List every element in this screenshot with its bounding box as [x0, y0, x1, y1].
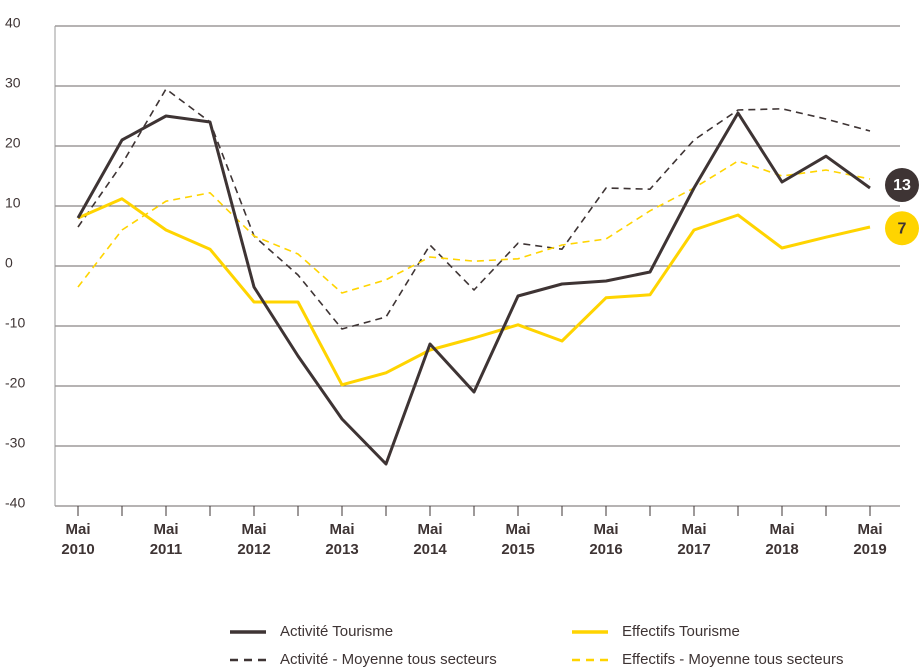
x-tick-label: Mai 2017: [677, 521, 710, 558]
x-tick-label-part: Mai: [769, 521, 794, 538]
series-line: [77, 197, 871, 387]
x-tick-label-part: 2011: [150, 541, 183, 558]
y-tick-label: 20: [5, 135, 21, 151]
x-tick-label: Mai 2013: [325, 521, 358, 558]
x-tick-label-part: 2012: [237, 541, 270, 558]
end-label: 7: [898, 220, 907, 237]
y-tick-label: 30: [5, 75, 21, 91]
y-tick-label: 40: [5, 15, 21, 31]
x-tick-label-part: 2015: [501, 541, 534, 558]
y-tick-label: -40: [5, 495, 25, 511]
y-tick-label: 10: [5, 195, 21, 211]
y-tick-label: 0: [5, 255, 13, 271]
series-line: [77, 88, 871, 330]
x-tick-label: Mai 2014: [413, 521, 447, 558]
x-tick-label-part: 2014: [413, 541, 447, 558]
x-tick-label-part: 2013: [325, 541, 358, 558]
x-tick-label-part: Mai: [241, 521, 266, 538]
legend-label: Activité Tourisme: [280, 623, 393, 640]
x-tick-label-part: 2019: [853, 541, 886, 558]
legend-label: Effectifs Tourisme: [622, 623, 740, 640]
x-tick-label: Mai 2012: [237, 521, 270, 558]
x-tick-label-part: Mai: [593, 521, 618, 538]
x-tick-label-part: Mai: [681, 521, 706, 538]
end-badge: [885, 211, 919, 246]
x-tick-label: Mai 2018: [765, 521, 798, 558]
x-tick-label-part: Mai: [65, 521, 90, 538]
x-tick-label-part: Mai: [857, 521, 882, 538]
end-label: 13: [893, 177, 911, 194]
x-tick-label: Mai 2011: [150, 521, 183, 558]
x-tick-label-part: Mai: [505, 521, 530, 538]
x-tick-label-part: 2018: [765, 541, 798, 558]
x-tick-label-part: Mai: [153, 521, 178, 538]
series-line: [77, 160, 871, 294]
series-line: [76, 111, 871, 466]
x-tick-label-part: 2016: [589, 541, 622, 558]
x-tick-label-part: Mai: [417, 521, 442, 538]
legend-label: Activité - Moyenne tous secteurs: [280, 651, 497, 668]
x-tick-label-part: 2017: [677, 541, 710, 558]
x-tick-label: Mai 2015: [501, 521, 534, 558]
x-tick-label: Mai 2016: [589, 521, 622, 558]
x-tick-label: Mai 2019: [853, 521, 886, 558]
x-tick-label: Mai 2010: [61, 521, 94, 558]
y-tick-label: -30: [5, 435, 25, 451]
legend-label: Effectifs - Moyenne tous secteurs: [622, 651, 844, 668]
y-tick-label: -20: [5, 375, 25, 391]
x-tick-label-part: 2010: [61, 541, 94, 558]
x-tick-label-part: Mai: [329, 521, 354, 538]
end-badge: [885, 168, 919, 202]
y-tick-label: -10: [5, 315, 25, 331]
